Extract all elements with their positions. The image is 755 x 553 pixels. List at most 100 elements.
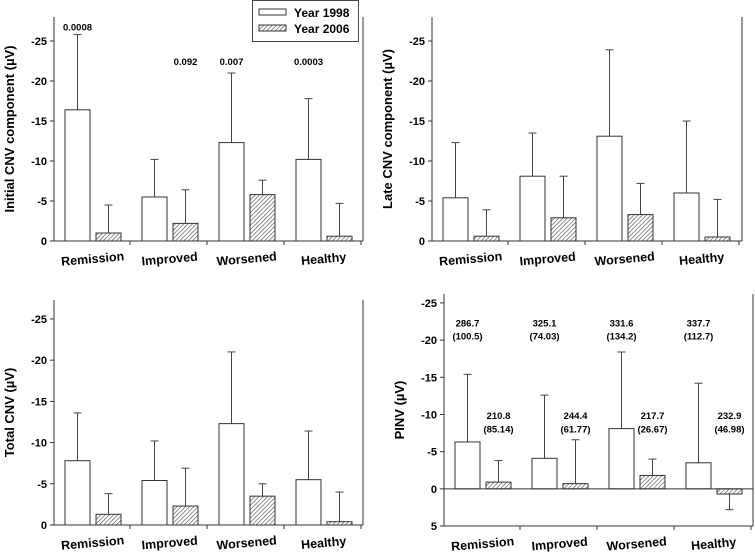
y-tick-label: 5 bbox=[431, 521, 437, 533]
bar-1998-remission bbox=[442, 197, 469, 242]
legend-label-2006: Year 2006 bbox=[294, 22, 350, 36]
y-tick-label: -15 bbox=[31, 396, 47, 408]
bar-2006-improved bbox=[172, 222, 199, 242]
annotation: 337.7 bbox=[687, 318, 711, 329]
y-tick-label: -15 bbox=[409, 116, 425, 128]
y-tick-label: -25 bbox=[31, 36, 47, 48]
legend-label-1998: Year 1998 bbox=[294, 6, 350, 20]
x-tick-label: Worsened bbox=[594, 249, 655, 268]
bar-1998-healthy bbox=[685, 462, 712, 490]
bar-1998-improved bbox=[141, 196, 168, 242]
y-tick-label: -10 bbox=[31, 438, 47, 450]
annotation: 0.092 bbox=[174, 57, 198, 68]
annotation: (61.77) bbox=[560, 425, 590, 436]
bar-2006-remission bbox=[95, 513, 122, 526]
y-tick-label: 0 bbox=[419, 236, 425, 248]
y-tick-label: 0 bbox=[41, 520, 47, 532]
y-tick-label: -15 bbox=[31, 116, 47, 128]
y-tick-label: 0 bbox=[41, 236, 47, 248]
bar-2006-healthy bbox=[704, 236, 731, 242]
annotation: (26.67) bbox=[637, 425, 667, 436]
y-axis-title: PINV (µV) bbox=[392, 381, 407, 440]
bar-1998-improved bbox=[519, 175, 546, 242]
bar-1998-healthy bbox=[295, 158, 322, 242]
x-tick-label: Worsened bbox=[216, 249, 277, 268]
y-tick-label: -10 bbox=[421, 409, 437, 421]
bar-2006-worsened bbox=[627, 214, 654, 242]
x-tick-label: Healthy bbox=[679, 250, 725, 268]
legend-swatch-1998 bbox=[258, 8, 287, 16]
annotation: 286.7 bbox=[456, 318, 480, 329]
legend: Year 1998 Year 2006 bbox=[252, 0, 359, 42]
annotation: 244.4 bbox=[564, 411, 588, 422]
y-tick-label: -10 bbox=[31, 156, 47, 168]
bar-2006-worsened bbox=[249, 194, 276, 242]
bar-1998-improved bbox=[141, 479, 168, 526]
annotation: 0.0003 bbox=[294, 57, 323, 68]
y-tick-label: -25 bbox=[409, 36, 425, 48]
chart-panel-3: 0 -5 -10 -15 -20 -25 Remission Improved Worsened… bbox=[2, 300, 364, 553]
annotation: 210.8 bbox=[487, 411, 511, 422]
x-tick-label: Remission bbox=[61, 533, 125, 552]
bar-2006-remission bbox=[95, 232, 122, 242]
annotation: (85.14) bbox=[483, 425, 513, 436]
y-axis-title: Total CNV (µV) bbox=[2, 368, 17, 458]
y-tick-label: -25 bbox=[421, 298, 437, 310]
bar-1998-worsened bbox=[608, 428, 635, 490]
bar-1998-remission bbox=[64, 460, 91, 526]
y-tick-label: -5 bbox=[415, 196, 425, 208]
bar-2006-remission bbox=[485, 481, 512, 490]
bar-1998-remission bbox=[454, 441, 481, 490]
bar-2006-healthy bbox=[716, 488, 743, 495]
bar-2006-worsened bbox=[639, 474, 666, 490]
x-tick-label: Improved bbox=[141, 534, 198, 553]
y-tick-label: -20 bbox=[421, 335, 437, 347]
bar-1998-healthy bbox=[295, 479, 322, 526]
annotation: 217.7 bbox=[641, 411, 665, 422]
x-tick-label: Healthy bbox=[301, 250, 347, 268]
bar-1998-worsened bbox=[218, 423, 245, 526]
annotation: 0.0008 bbox=[63, 23, 92, 34]
bar-1998-improved bbox=[531, 457, 558, 490]
x-tick-label: Remission bbox=[61, 249, 125, 268]
bar-2006-improved bbox=[550, 217, 577, 242]
y-tick-label: 0 bbox=[431, 484, 437, 496]
annotation: 331.6 bbox=[610, 318, 634, 329]
annotation: (46.98) bbox=[714, 425, 744, 436]
y-tick-label: -20 bbox=[31, 355, 47, 367]
y-tick-label: -5 bbox=[37, 479, 47, 491]
bar-2006-improved bbox=[172, 505, 199, 526]
x-tick-label: Improved bbox=[141, 250, 198, 269]
y-tick-label: -25 bbox=[31, 314, 47, 326]
x-tick-label: Remission bbox=[451, 534, 515, 553]
bar-1998-worsened bbox=[218, 142, 245, 242]
annotation: (100.5) bbox=[452, 332, 482, 343]
chart-panel-4: 5 0 -5 -10 -15 -20 -25 Remission Improved Worsene… bbox=[392, 294, 754, 553]
y-tick-label: -5 bbox=[37, 196, 47, 208]
x-tick-label: Healthy bbox=[691, 535, 737, 553]
x-tick-label: Improved bbox=[519, 250, 576, 269]
legend-swatch-2006 bbox=[258, 24, 287, 32]
annotation: (74.03) bbox=[529, 332, 559, 343]
chart-panel-2: 0 -5 -10 -15 -20 -25 Remission Improved Worsened… bbox=[380, 17, 743, 269]
bar-1998-healthy bbox=[673, 192, 700, 242]
annotation: 232.9 bbox=[718, 411, 742, 422]
annotation: (112.7) bbox=[684, 332, 714, 343]
y-tick-label: -10 bbox=[409, 156, 425, 168]
x-tick-label: Worsened bbox=[606, 534, 667, 553]
y-tick-label: -20 bbox=[409, 76, 425, 88]
bar-1998-worsened bbox=[596, 135, 623, 242]
bar-1998-remission bbox=[64, 109, 91, 242]
x-tick-label: Worsened bbox=[216, 533, 277, 552]
bar-2006-worsened bbox=[249, 495, 276, 526]
y-tick-label: -15 bbox=[421, 372, 437, 384]
y-axis-title: Initial CNV component (µV) bbox=[2, 45, 17, 212]
legend-box bbox=[252, 0, 359, 42]
annotation: 325.1 bbox=[533, 318, 557, 329]
x-tick-label: Remission bbox=[439, 249, 503, 268]
chart-panel-1: 0 -5 -10 -15 -20 -25 Remission Improved Worsened… bbox=[2, 17, 364, 269]
y-tick-label: -5 bbox=[427, 447, 437, 459]
annotation: 0.007 bbox=[220, 57, 244, 68]
bar-2006-healthy bbox=[326, 235, 353, 242]
